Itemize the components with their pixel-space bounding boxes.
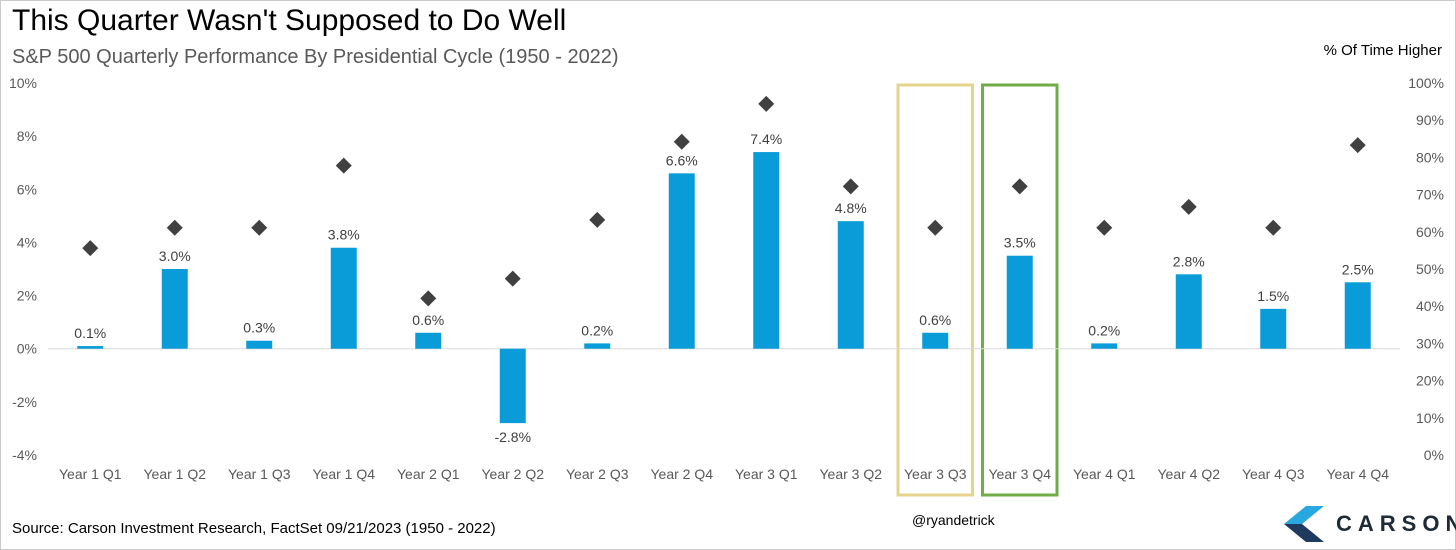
- diamond-marker-7: [589, 211, 606, 228]
- bar-14: [1175, 274, 1202, 349]
- right-tick-label: 60%: [1416, 224, 1444, 240]
- bar-10: [837, 221, 864, 349]
- category-label: Year 4 Q4: [1326, 466, 1389, 482]
- bar-15: [1260, 308, 1287, 349]
- left-tick-label: 2%: [17, 288, 37, 304]
- bar-9: [753, 152, 780, 349]
- diamond-marker-5: [420, 290, 437, 307]
- category-label: Year 2 Q2: [481, 466, 544, 482]
- bar-13: [1091, 343, 1118, 349]
- diamond-marker-15: [1265, 219, 1282, 236]
- bar-7: [584, 343, 611, 349]
- diamond-marker-14: [1180, 198, 1197, 215]
- right-tick-label: 80%: [1416, 149, 1444, 165]
- left-tick-label: 4%: [17, 234, 37, 250]
- data-label-4: 3.8%: [328, 227, 360, 243]
- bar-12: [1006, 255, 1033, 349]
- data-label-9: 7.4%: [750, 131, 782, 147]
- bar-16: [1344, 282, 1371, 349]
- bar-8: [668, 173, 695, 349]
- left-tick-label: 10%: [9, 75, 37, 91]
- category-label: Year 1 Q2: [143, 466, 206, 482]
- diamond-marker-11: [927, 219, 944, 236]
- category-label: Year 1 Q3: [228, 466, 291, 482]
- diamond-marker-16: [1349, 137, 1366, 154]
- left-tick-label: 8%: [17, 128, 37, 144]
- chart-subtitle: S&P 500 Quarterly Performance By Preside…: [12, 46, 619, 68]
- data-label-3: 0.3%: [243, 320, 275, 336]
- data-label-12: 3.5%: [1004, 235, 1036, 251]
- right-tick-label: 40%: [1416, 298, 1444, 314]
- category-label: Year 2 Q4: [650, 466, 713, 482]
- bar-3: [246, 340, 273, 349]
- category-label: Year 1 Q1: [59, 466, 122, 482]
- bar-6: [499, 348, 526, 424]
- category-label: Year 4 Q2: [1157, 466, 1220, 482]
- diamond-marker-9: [758, 95, 775, 112]
- category-label: Year 1 Q4: [312, 466, 375, 482]
- left-tick-label: -4%: [12, 447, 37, 463]
- bar-2: [161, 269, 188, 349]
- right-tick-label: 50%: [1416, 261, 1444, 277]
- right-tick-label: 70%: [1416, 187, 1444, 203]
- category-label: Year 3 Q3: [904, 466, 967, 482]
- logo-wordmark: CARSON: [1336, 511, 1456, 536]
- category-label: Year 4 Q3: [1242, 466, 1305, 482]
- right-axis-title: % Of Time Higher: [1323, 42, 1442, 59]
- bar-5: [415, 332, 442, 349]
- data-label-10: 4.8%: [835, 200, 867, 216]
- right-tick-label: 10%: [1416, 410, 1444, 426]
- carson-chevron-logo-icon: [1284, 506, 1324, 542]
- data-label-1: 0.1%: [74, 325, 106, 341]
- diamond-marker-2: [166, 219, 183, 236]
- carson-logo: CARSON: [1284, 504, 1456, 544]
- right-tick-label: 20%: [1416, 373, 1444, 389]
- data-label-2: 3.0%: [159, 248, 191, 264]
- data-label-14: 2.8%: [1173, 253, 1205, 269]
- category-label: Year 3 Q2: [819, 466, 882, 482]
- highlight-box-year-3-q4: [981, 83, 1059, 497]
- category-label: Year 4 Q1: [1073, 466, 1136, 482]
- data-label-7: 0.2%: [581, 322, 613, 338]
- right-tick-label: 0%: [1424, 447, 1444, 463]
- bar-1: [77, 346, 104, 349]
- left-tick-label: 0%: [17, 341, 37, 357]
- left-tick-label: 6%: [17, 181, 37, 197]
- data-label-13: 0.2%: [1088, 322, 1120, 338]
- data-label-8: 6.6%: [666, 152, 698, 168]
- bar-11: [922, 332, 949, 349]
- category-label: Year 2 Q1: [397, 466, 460, 482]
- category-label: Year 2 Q3: [566, 466, 629, 482]
- diamond-marker-4: [335, 157, 352, 174]
- diamond-marker-1: [82, 240, 99, 257]
- right-tick-label: 30%: [1416, 335, 1444, 351]
- data-label-16: 2.5%: [1342, 261, 1374, 277]
- left-tick-label: -2%: [12, 394, 37, 410]
- data-label-15: 1.5%: [1257, 288, 1289, 304]
- category-label: Year 3 Q4: [988, 466, 1051, 482]
- diamond-marker-13: [1096, 219, 1113, 236]
- right-tick-label: 100%: [1408, 75, 1444, 91]
- diamond-marker-6: [504, 270, 521, 287]
- data-label-11: 0.6%: [919, 312, 951, 328]
- data-label-6: -2.8%: [494, 429, 531, 445]
- data-label-5: 0.6%: [412, 312, 444, 328]
- category-label: Year 3 Q1: [735, 466, 798, 482]
- diamond-marker-10: [842, 178, 859, 195]
- highlight-box-year-3-q3: [896, 83, 974, 497]
- chart-title: This Quarter Wasn't Supposed to Do Well: [12, 4, 567, 37]
- bar-4: [330, 247, 357, 349]
- author-handle: @ryandetrick: [912, 512, 995, 528]
- diamond-marker-8: [673, 133, 690, 150]
- source-note: Source: Carson Investment Research, Fact…: [12, 520, 496, 537]
- diamond-marker-3: [251, 219, 268, 236]
- diamond-marker-12: [1011, 178, 1028, 195]
- right-tick-label: 90%: [1416, 112, 1444, 128]
